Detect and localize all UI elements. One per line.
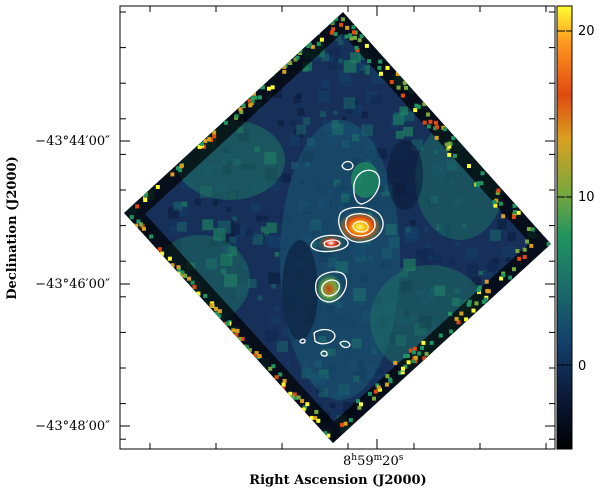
colorbar-ticks [557,30,572,366]
colorbar-label-0: 0 [578,359,586,374]
colorbar [556,5,573,450]
y-tick-label-3: −43°48′00″ [35,419,110,434]
y-axis-title: Declination (J2000) [5,156,20,299]
y-tick-label-2: −43°46′00″ [35,277,110,292]
source-peak-main [338,211,382,243]
x-axis-title: Right Ascension (J2000) [249,473,426,488]
contours [299,160,384,357]
y-tick-label-1: −43°44′00″ [35,134,110,149]
source-peak-west [317,234,345,252]
x-tick-label: 8h59m20s [343,453,404,469]
colorbar-label-10: 10 [578,190,595,205]
axis-ticks [120,6,555,449]
colorbar-label-20: 20 [578,24,595,39]
